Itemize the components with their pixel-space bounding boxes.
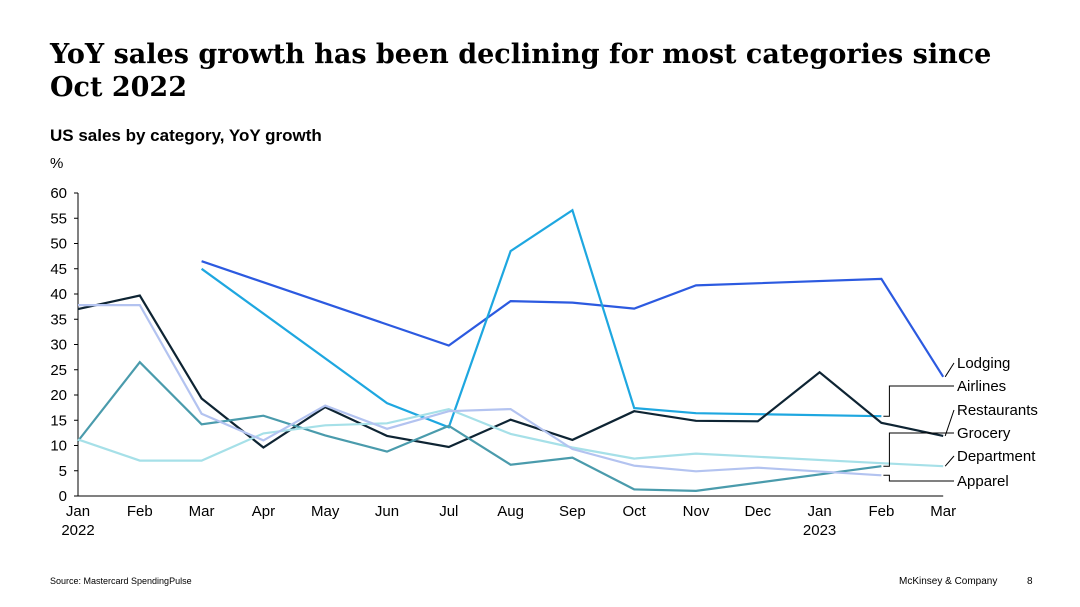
legend-leader-line [944,362,955,378]
y-tick-label: 45 [50,261,67,278]
legend-label-lodging: Lodging [957,355,1010,372]
legend-leader-line [883,385,954,417]
y-tick-label: 20 [50,387,67,404]
x-tick-label: Jan [808,503,832,520]
legend-label-restaurants: Restaurants [957,402,1038,419]
y-tick-label: 25 [50,362,67,379]
legend-leader-line [944,409,955,437]
x-tick-label: Apr [252,503,275,520]
legend-leader-line [883,432,954,467]
y-tick-label: 15 [50,412,67,429]
x-tick-label: Jul [439,503,458,520]
source-note: Source: Mastercard SpendingPulse [50,576,192,586]
legend-label-apparel: Apparel [957,473,1009,490]
x-tick-label: Dec [744,503,771,520]
x-tick-label: Oct [623,503,647,520]
x-tick-label: May [311,503,340,520]
y-tick-label: 60 [50,185,67,202]
series-line-grocery [77,360,882,493]
x-tick-label: Mar [189,503,215,520]
x-tick-label: Jun [375,503,399,520]
chart-title: US sales by category, YoY growth [50,126,322,145]
y-tick-label: 30 [50,337,67,354]
y-tick-label: 50 [50,236,67,253]
series-line-airlines [200,208,882,429]
page-number: 8 [1027,576,1033,587]
legend-label-grocery: Grocery [957,425,1011,442]
y-tick-label: 10 [50,438,67,455]
y-tick-label: 0 [59,488,67,505]
series-line-restaurants [77,294,944,449]
y-tick-label: 5 [59,463,67,480]
x-tick-label: Aug [497,503,524,520]
x-year-label: 2022 [61,522,94,539]
legend-label-airlines: Airlines [957,378,1006,395]
y-axis-unit-label: % [50,155,64,172]
x-tick-label: Nov [683,503,710,520]
y-tick-label: 40 [50,286,67,303]
y-tick-label: 55 [50,210,67,227]
x-tick-label: Mar [930,503,956,520]
x-tick-label: Feb [127,503,153,520]
y-tick-label: 35 [50,311,67,328]
x-tick-label: Jan [66,503,90,520]
legend-leader-line [883,474,954,482]
x-tick-label: Feb [868,503,894,520]
x-year-label: 2023 [803,522,836,539]
slide-title: YoY sales growth has been declining for … [50,39,992,103]
brand-label: McKinsey & Company [899,576,998,587]
x-tick-label: Sep [559,503,586,520]
series-line-lodging [201,260,945,378]
legend-leader-line [944,455,955,467]
series-line-department [77,407,944,468]
legend-label-department: Department [957,448,1036,465]
series-line-apparel [78,304,882,477]
